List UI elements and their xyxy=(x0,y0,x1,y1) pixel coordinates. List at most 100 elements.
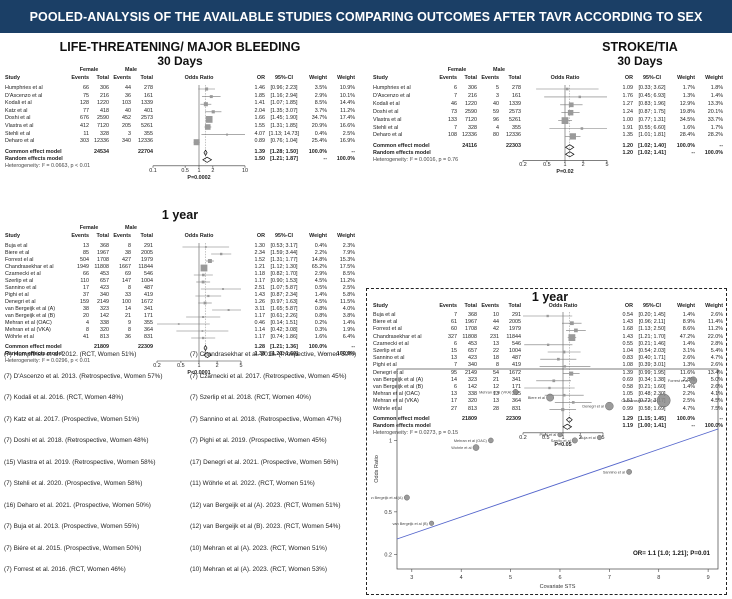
male-total: 11844 xyxy=(138,264,153,270)
male-total: 161 xyxy=(512,92,521,99)
weight-common: 0.2% xyxy=(314,320,327,326)
study-bubble xyxy=(429,520,435,526)
bubble-label: Mehran et al (VKA) xyxy=(479,390,512,394)
confidence-interval: [0.14; 1.51] xyxy=(270,320,298,326)
common-weight-common: 100.0% xyxy=(676,143,695,150)
male-events: 1667 xyxy=(119,264,131,270)
male-events: 38 xyxy=(125,250,131,256)
study-row: Forrest el al 504 1708 427 1979 1.52 [1.31; 1.… xyxy=(5,257,360,265)
male-events: 44 xyxy=(493,319,499,326)
study-name: Stehli et al xyxy=(5,130,31,137)
forest-svg xyxy=(522,85,608,163)
odds-ratio-value: 1.91 xyxy=(622,124,634,131)
female-events: 676 xyxy=(80,115,89,122)
header-events-male: Events xyxy=(113,233,131,239)
weight-square xyxy=(571,401,575,404)
weight-random: 2.6% xyxy=(710,312,723,318)
weight-square xyxy=(219,252,223,256)
female-events: 27 xyxy=(451,405,457,412)
study-row: Pighi et al 37 340 33 419 1.43 [0.87; 2.34] 1.4… xyxy=(5,292,360,300)
female-events: 108 xyxy=(448,132,457,139)
odds-ratio-value: 0.54 xyxy=(622,312,634,318)
study-row: Biere et al 61 1967 44 2005 1.43 [0.96; 2.11] 8… xyxy=(373,319,723,327)
female-total: 2149 xyxy=(465,369,477,376)
weight-common: 12.9% xyxy=(679,100,695,107)
female-total: 1967 xyxy=(97,250,109,256)
male-events: 13 xyxy=(493,391,499,398)
common-or: 1.39 xyxy=(254,148,266,155)
weight-common: 65.2% xyxy=(311,264,327,270)
female-total: 12336 xyxy=(94,138,109,145)
female-total: 216 xyxy=(468,92,477,99)
confidence-interval: [0.77; 1.31] xyxy=(638,116,666,123)
weight-random: 5.4% xyxy=(710,348,723,354)
weight-square xyxy=(562,393,566,397)
study-name: Wöhrle et al xyxy=(5,334,34,340)
female-events: 85 xyxy=(83,250,89,256)
random-weight-random: 100.0% xyxy=(336,155,355,162)
weight-common: 1.4% xyxy=(682,384,695,390)
study-row: D'Ascenzo et al 75 216 36 161 1.85 [1.16; 2.94… xyxy=(5,92,360,101)
bubble-label: Chandrasekhar et al xyxy=(621,399,655,403)
female-events: 6 xyxy=(454,384,457,390)
study-bubble xyxy=(689,376,698,385)
y-tick-label: 0.2 xyxy=(384,553,392,559)
male-events: 100 xyxy=(122,299,131,305)
male-events: 42 xyxy=(493,326,499,333)
female-total: 323 xyxy=(468,376,477,383)
random-ci: [1.21; 1.87] xyxy=(270,155,298,162)
weight-common: 14.8% xyxy=(311,257,327,263)
odds-ratio-value: 2.51 xyxy=(254,285,266,291)
female-events: 8 xyxy=(86,327,89,333)
female-total: 657 xyxy=(100,278,109,284)
weight-square xyxy=(546,343,550,346)
weight-common: 1.3% xyxy=(682,362,695,369)
random-effects-label: Random effects model xyxy=(373,150,431,157)
study-reference: (7) Kodali et al. 2016. (RCT, Women 48%) xyxy=(4,394,124,401)
forest-svg xyxy=(156,243,242,363)
male-events: 44 xyxy=(125,85,131,91)
weight-random: 5.8% xyxy=(342,292,355,298)
study-name: van Bergeijk et al (A) xyxy=(373,376,424,383)
confidence-interval: [0.54; 2.03] xyxy=(638,348,666,354)
weight-random: 3.8% xyxy=(342,313,355,319)
x-tick-label: 2 xyxy=(215,363,219,369)
study-name: Sannino et al xyxy=(373,355,405,362)
confidence-interval: [0.83; 1.96] xyxy=(638,100,666,107)
female-events: 20 xyxy=(83,313,89,319)
x-tick-label: 1 xyxy=(561,434,565,441)
study-row: Szerlip et al 15 657 22 1004 1.04 [0.54; 2.03]… xyxy=(373,348,723,356)
bubble-label: van Bergeijk et al (A) xyxy=(371,496,403,500)
male-total: 2573 xyxy=(141,115,153,122)
male-events: 452 xyxy=(122,115,131,122)
p-value: P<0.0001 xyxy=(187,370,211,376)
weight-random: 15.3% xyxy=(339,257,355,263)
study-row: Deharo et al 303 12336 340 12336 0.89 [0.76; 1… xyxy=(5,138,360,146)
weight-common: 3.1% xyxy=(682,348,695,354)
male-total: 546 xyxy=(512,340,521,347)
female-events: 75 xyxy=(83,92,89,99)
weight-random: 13.3% xyxy=(707,100,723,107)
heterogeneity-text: Heterogeneity: I² = 0.0016, p = 0.76 xyxy=(373,157,459,164)
confidence-interval: [1.21; 1.70] xyxy=(638,333,666,340)
weight-random: 28.2% xyxy=(707,132,723,139)
x-tick-label: 9 xyxy=(707,575,710,581)
weight-common: 4.7% xyxy=(682,405,695,412)
confidence-interval: [0.48; 2.30] xyxy=(638,391,666,398)
study-reference: (11) Wöhrle et al. 2022. (RCT, Women 51%… xyxy=(190,480,315,487)
header-total-female: Total xyxy=(96,233,109,239)
forest-svg xyxy=(152,85,246,168)
female-total: 340 xyxy=(100,292,109,298)
female-total: 323 xyxy=(100,306,109,312)
study-name: Deharo et al xyxy=(5,138,35,145)
header-events-female: Events xyxy=(439,303,457,309)
study-row: Kodali et al 46 1220 40 1339 1.27 [0.83; 1.96]… xyxy=(373,100,728,109)
female-events: 13 xyxy=(451,355,457,362)
female-events: 73 xyxy=(451,108,457,115)
female-events: 38 xyxy=(83,306,89,312)
odds-ratio-value: 1.26 xyxy=(254,299,266,305)
male-events: 36 xyxy=(125,334,131,340)
weight-random: 4.1% xyxy=(710,391,723,398)
confidence-interval: [1.01; 1.81] xyxy=(638,132,666,139)
weight-random: 1.9% xyxy=(342,327,355,333)
